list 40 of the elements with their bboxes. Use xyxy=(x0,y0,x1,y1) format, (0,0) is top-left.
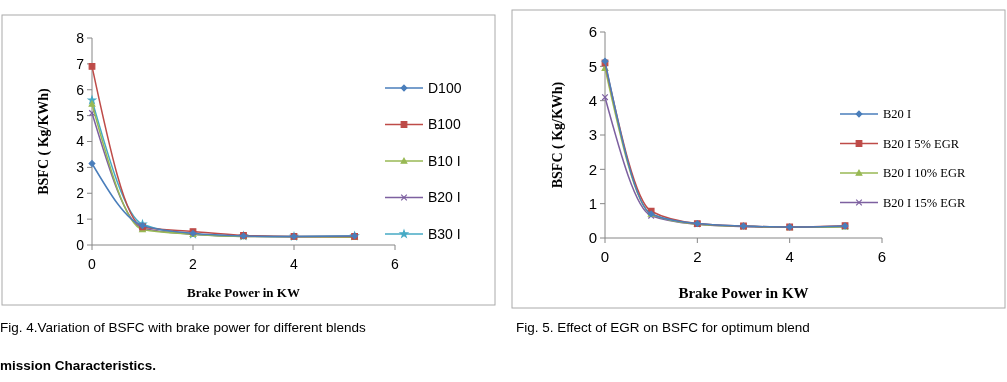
legend-label: D100 xyxy=(428,79,462,96)
legend-label: B100 xyxy=(428,116,461,133)
x-tick-label: 6 xyxy=(391,256,400,272)
legend-label: B20 I 10% EGR xyxy=(883,166,966,181)
y-tick-label: 3 xyxy=(76,159,85,176)
x-tick-label: 4 xyxy=(785,248,794,265)
x-tick-label: 6 xyxy=(877,248,887,265)
legend-label: B10 I xyxy=(428,152,461,169)
caption: Fig. 4.Variation of BSFC with brake power for different blends xyxy=(0,320,366,335)
y-tick-label: 0 xyxy=(76,236,85,253)
x-axis-title: Brake Power in KW xyxy=(678,285,809,301)
y-tick-label: 2 xyxy=(76,185,85,202)
x-tick-label: 0 xyxy=(600,248,610,265)
y-tick-label: 6 xyxy=(76,81,85,98)
x-tick-label: 2 xyxy=(693,248,702,265)
y-tick-label: 1 xyxy=(76,211,85,228)
y-tick-label: 3 xyxy=(588,126,597,144)
text: mission Characteristics. xyxy=(0,358,157,373)
y-tick-label: 5 xyxy=(76,107,85,124)
y-tick-label: 2 xyxy=(588,160,597,178)
legend-label: B30 I xyxy=(428,225,461,242)
legend-label: B20 I xyxy=(883,107,912,122)
x-tick-label: 0 xyxy=(88,256,97,272)
y-tick-label: 1 xyxy=(588,194,597,212)
y-axis-title: BSFC ( Kg/KWh) xyxy=(36,87,52,195)
y-tick-label: 8 xyxy=(76,29,85,46)
y-tick-label: 5 xyxy=(588,57,597,75)
y-tick-label: 4 xyxy=(588,91,597,109)
y-tick-label: 7 xyxy=(76,55,85,72)
y-tick-label: 6 xyxy=(588,23,597,41)
x-axis-title: Brake Power in KW xyxy=(187,285,300,300)
x-tick-label: 2 xyxy=(189,256,198,272)
y-axis-title: BSFC ( Kg/KWh) xyxy=(550,81,566,189)
legend-label: B20 I xyxy=(428,189,461,206)
y-tick-label: 4 xyxy=(76,133,85,150)
y-tick-label: 0 xyxy=(588,229,597,247)
x-tick-label: 4 xyxy=(290,256,299,272)
legend-label: B20 I 15% EGR xyxy=(883,195,966,210)
legend-label: B20 I 5% EGR xyxy=(883,136,960,151)
caption: Fig. 5. Effect of EGR on BSFC for optimum blend xyxy=(516,320,810,335)
